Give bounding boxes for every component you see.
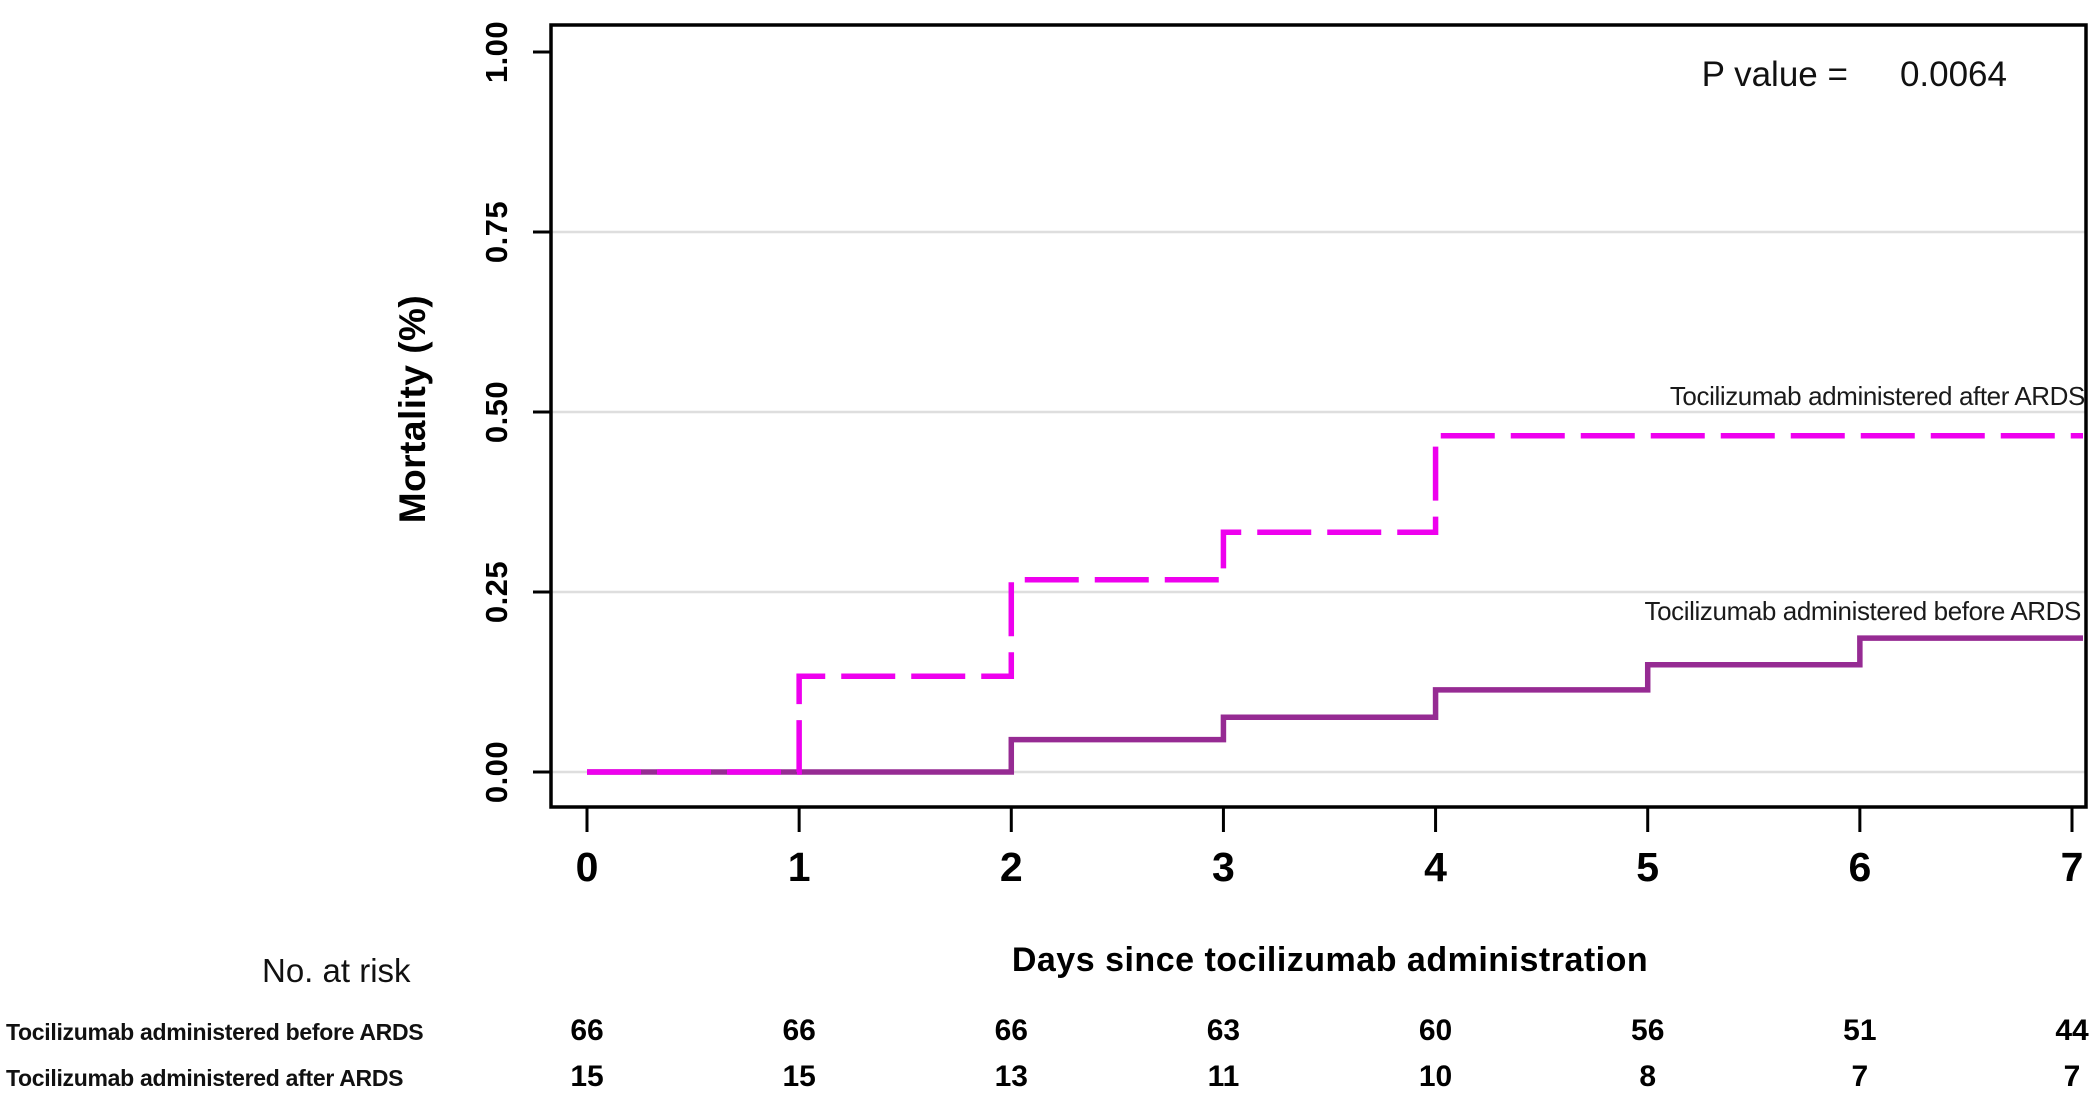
risk-count: 7: [2063, 1060, 2081, 1093]
x-axis-title: Days since tocilizumab administration: [1011, 941, 1649, 979]
risk-count: 44: [2055, 1014, 2089, 1047]
risk-count: 66: [782, 1014, 816, 1047]
y-axis-title: Mortality (%): [392, 294, 433, 524]
x-tick-label-7: 7: [2060, 844, 2084, 890]
curve-label-before-ards: Tocilizumab administered before ARDS: [1644, 596, 2082, 626]
plot-border: [549, 23, 2088, 809]
y-tick-label-0.50: 0.50: [479, 380, 514, 444]
risk-count: 11: [1207, 1060, 1240, 1093]
x-tick-label-2: 2: [999, 844, 1023, 890]
p-value-label: P value =: [1701, 55, 1848, 94]
risk-row-label-after: Tocilizumab administered after ARDS: [6, 1065, 404, 1091]
risk-count: 51: [1843, 1014, 1877, 1047]
risk-count: 13: [994, 1060, 1028, 1093]
p-value-annotation: P value = 0.0064: [1702, 55, 2007, 95]
risk-count: 60: [1418, 1014, 1453, 1047]
risk-row-label-before: Tocilizumab administered before ARDS: [6, 1019, 424, 1045]
y-tick-label-0.00: 0.00: [479, 740, 514, 804]
x-tick-label-0: 0: [575, 844, 599, 890]
p-value-number: 0.0064: [1899, 55, 2007, 94]
risk-count: 63: [1206, 1014, 1241, 1047]
x-tick-label-6: 6: [1848, 844, 1872, 890]
risk-count: 8: [1639, 1060, 1657, 1093]
x-tick-label-5: 5: [1636, 844, 1660, 890]
risk-count: 15: [570, 1060, 604, 1093]
x-tick-label-3: 3: [1212, 844, 1235, 890]
risk-count: 66: [994, 1014, 1028, 1047]
risk-count: 15: [782, 1060, 816, 1093]
risk-count: 56: [1631, 1014, 1665, 1047]
risk-count: 10: [1418, 1060, 1453, 1093]
x-tick-label-4: 4: [1424, 844, 1447, 890]
before-ards-curve: [587, 635, 2083, 775]
y-tick-label-0.75: 0.75: [479, 200, 514, 264]
x-tick-label-1: 1: [787, 844, 811, 890]
risk-table-title: No. at risk: [262, 952, 411, 989]
y-tick-label-1.00: 1.00: [479, 20, 514, 84]
y-tick-label-0.25: 0.25: [479, 560, 514, 624]
risk-count: 7: [1851, 1060, 1869, 1093]
risk-count: 66: [570, 1014, 604, 1047]
curve-label-after-ards: Tocilizumab administered after ARDS: [1669, 381, 2086, 411]
